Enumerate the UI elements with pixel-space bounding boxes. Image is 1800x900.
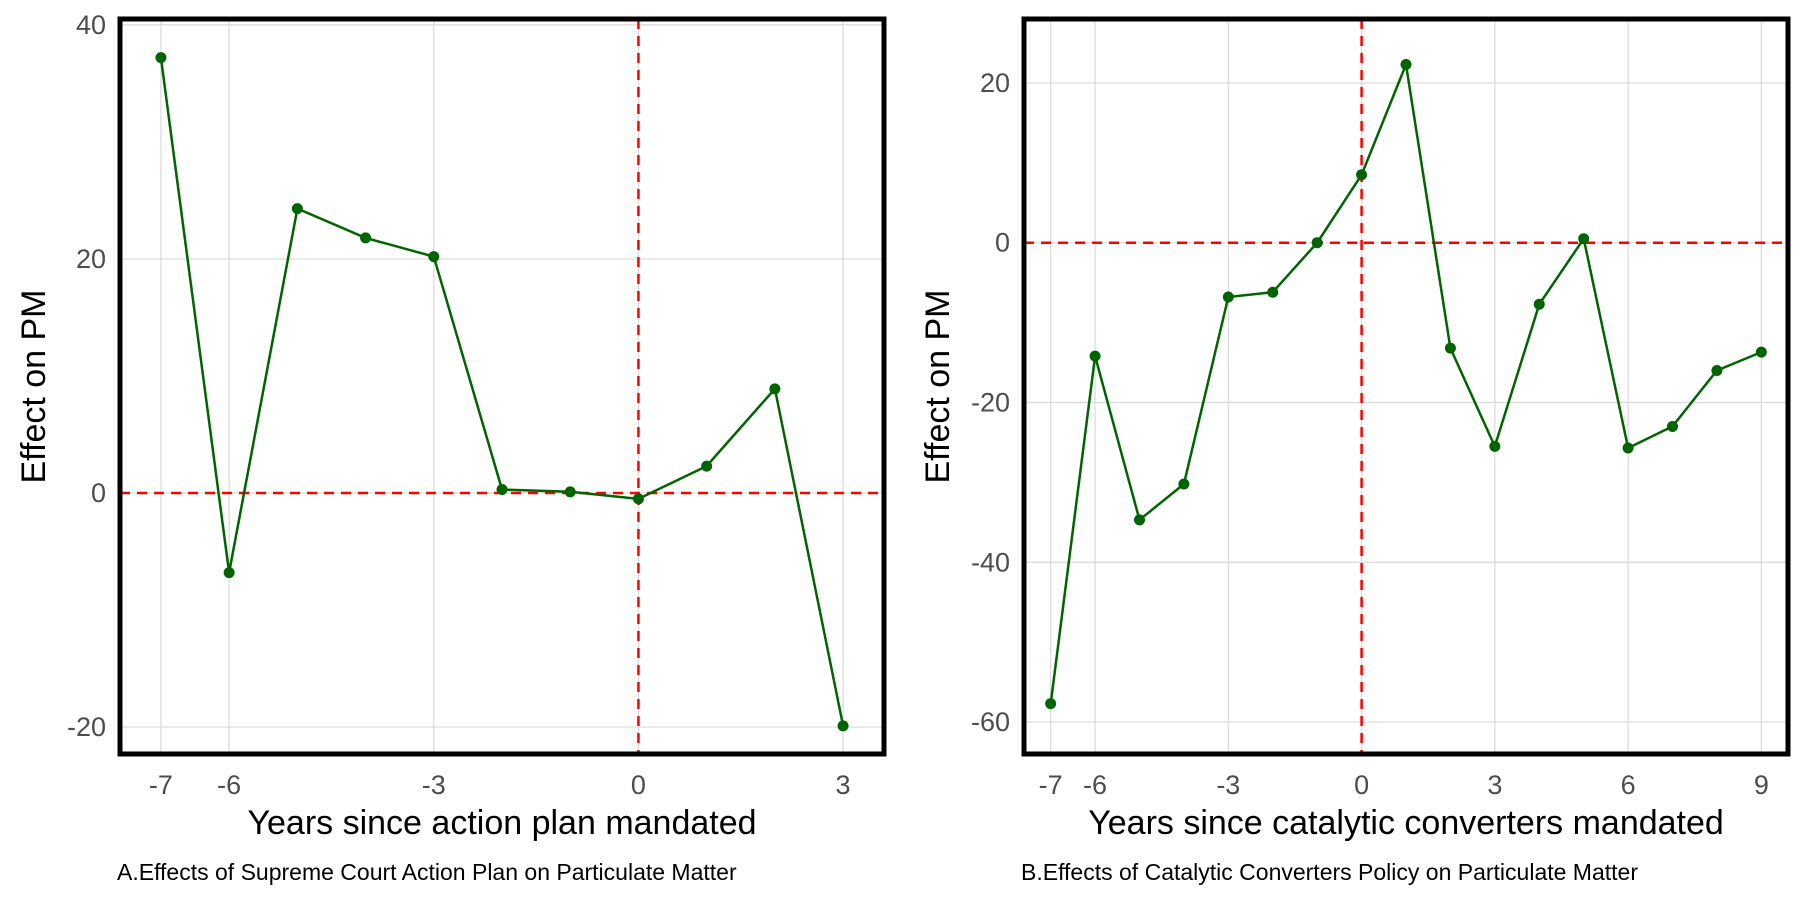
- data-point: [1222, 291, 1234, 303]
- data-point: [360, 232, 372, 244]
- x-tick-label: 0: [1354, 770, 1369, 800]
- data-point: [1622, 442, 1634, 454]
- data-point: [1711, 365, 1723, 377]
- data-point: [1578, 233, 1590, 245]
- y-tick-label: -60: [971, 707, 1010, 737]
- y-tick-label: 0: [91, 478, 106, 508]
- y-tick-label: 20: [76, 244, 106, 274]
- data-point: [1533, 298, 1545, 310]
- data-point: [837, 720, 849, 732]
- x-tick-label: 3: [1487, 770, 1502, 800]
- y-tick-label: 20: [980, 68, 1010, 98]
- x-tick-label: 0: [631, 770, 646, 800]
- data-point: [155, 52, 167, 64]
- y-tick-label: -20: [67, 712, 106, 742]
- panel-b: -7 -6 -3 0 3 6 9 -60 -40 -20 0 20 Years since cataly…: [919, 16, 1791, 885]
- x-tick-label: -7: [149, 770, 173, 800]
- data-point: [1667, 420, 1679, 432]
- panel-a: -7 -6 -3 0 3 -20 0 20 40 Years since action plan …: [15, 10, 887, 885]
- data-point: [1356, 169, 1368, 181]
- x-tick-label: 3: [836, 770, 851, 800]
- data-point: [769, 383, 781, 395]
- y-tick-label: -40: [971, 547, 1010, 577]
- x-axis-title: Years since action plan mandated: [247, 804, 756, 842]
- y-tick-label: 40: [76, 10, 106, 40]
- figure-caption: A.Effects of Supreme Court Action Plan o…: [117, 859, 737, 885]
- data-point: [291, 203, 303, 215]
- data-point: [223, 567, 235, 579]
- data-point: [496, 483, 508, 495]
- panel-frame: [1021, 16, 1791, 757]
- series-line: [159, 57, 845, 727]
- panel-frame: [117, 16, 887, 757]
- data-point: [1311, 237, 1323, 249]
- figure-caption: B.Effects of Catalytic Converters Policy…: [1021, 859, 1638, 885]
- data-point: [428, 251, 440, 263]
- data-point: [701, 460, 713, 472]
- y-tick-label: -20: [971, 387, 1010, 417]
- x-tick-label: -3: [422, 770, 446, 800]
- series-line: [1049, 59, 1762, 704]
- data-point: [1489, 440, 1501, 452]
- data-point: [1089, 350, 1101, 362]
- data-point: [564, 486, 576, 498]
- y-tick-label: 0: [995, 228, 1010, 258]
- data-point: [1045, 698, 1057, 710]
- y-axis-title: Effect on PM: [15, 289, 53, 483]
- data-point: [1755, 346, 1767, 358]
- data-point: [1267, 286, 1279, 298]
- x-tick-label: 9: [1754, 770, 1769, 800]
- data-point: [1133, 514, 1145, 526]
- x-tick-label: -6: [217, 770, 241, 800]
- data-point: [1178, 478, 1190, 490]
- x-tick-label: -7: [1039, 770, 1063, 800]
- x-tick-label: 6: [1621, 770, 1636, 800]
- data-point: [1400, 59, 1412, 71]
- data-point: [632, 493, 644, 505]
- data-point: [1444, 342, 1456, 354]
- y-axis-title: Effect on PM: [919, 289, 957, 483]
- x-tick-label: -6: [1083, 770, 1107, 800]
- x-axis-title: Years since catalytic converters mandate…: [1088, 804, 1724, 842]
- x-tick-label: -3: [1216, 770, 1240, 800]
